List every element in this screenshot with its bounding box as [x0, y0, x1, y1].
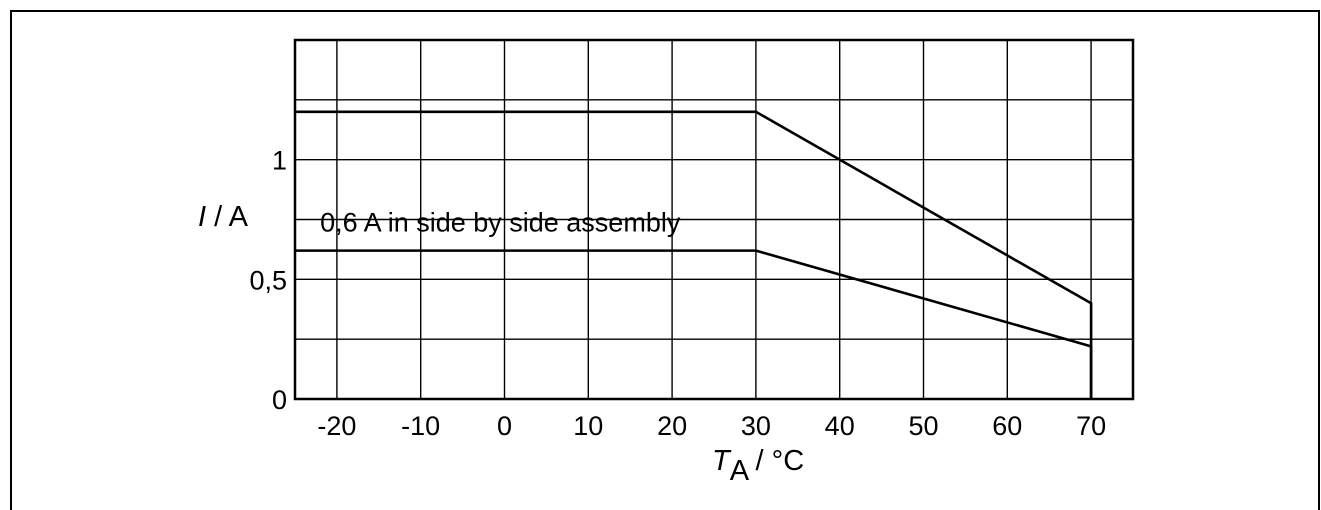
x-tick-label: 40: [825, 411, 855, 441]
y-tick-label: 0: [272, 385, 287, 415]
x-tick-label: 60: [992, 411, 1022, 441]
annotations: 0,6 A in side by side assembly: [320, 207, 681, 237]
series-group: [295, 110, 1093, 399]
y-axis-unit: / A: [206, 201, 249, 233]
y-tick-label: 1: [272, 146, 287, 176]
figure-frame: [10, 10, 1320, 510]
x-tick-label: 0: [497, 411, 512, 441]
annotation-text: 0,6 A in side by side assembly: [320, 207, 681, 237]
x-axis-variable: T: [712, 445, 732, 477]
x-tick-label: -10: [401, 411, 440, 441]
x-tick-label: 70: [1076, 411, 1106, 441]
x-tick-labels: -20 -10 0 10 20 30 40 50 60 70: [317, 411, 1106, 441]
y-axis-label: I / A: [198, 201, 249, 233]
x-tick-label: 20: [657, 411, 687, 441]
grid: [295, 40, 1133, 399]
series-line-2: [295, 249, 1093, 399]
x-tick-label: -20: [317, 411, 356, 441]
y-tick-labels: 00,51: [249, 146, 287, 415]
y-axis-variable: I: [198, 201, 206, 233]
plot-area: [293, 38, 1135, 401]
y-tick-label: 0,5: [249, 265, 287, 295]
x-axis-unit: / °C: [747, 445, 804, 477]
x-axis-subscript: A: [730, 455, 750, 487]
x-tick-label: 50: [908, 411, 938, 441]
series-line-1: [295, 110, 1093, 399]
x-tick-label: 30: [741, 411, 771, 441]
x-tick-label: 10: [573, 411, 603, 441]
x-axis-label: TA / °C: [712, 445, 804, 487]
